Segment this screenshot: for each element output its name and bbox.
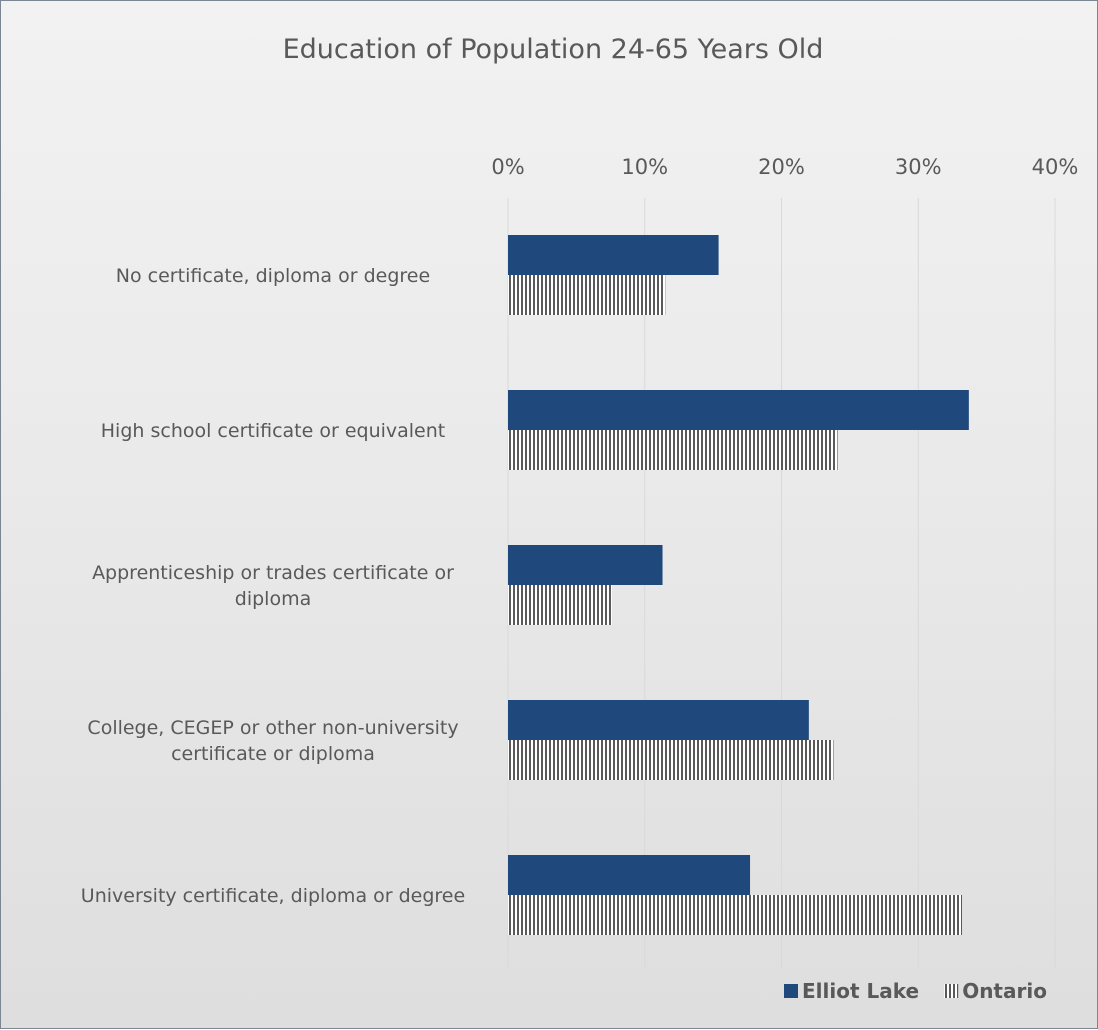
category-label-line: No certificate, diploma or degree xyxy=(116,265,430,287)
category-label-line: College, CEGEP or other non-university xyxy=(87,717,458,739)
category-label: No certificate, diploma or degree xyxy=(116,265,430,287)
category-label-line: Apprenticeship or trades certificate or xyxy=(92,562,454,584)
legend-swatch xyxy=(944,984,959,998)
x-tick-label: 40% xyxy=(1032,155,1079,179)
bar-elliot-lake xyxy=(508,390,969,430)
category-label: High school certificate or equivalent xyxy=(101,420,445,442)
category-label-line: certificate or diploma xyxy=(171,743,375,765)
bar-elliot-lake xyxy=(508,545,663,585)
category-label: University certificate, diploma or degre… xyxy=(81,885,465,907)
bar-elliot-lake xyxy=(508,855,751,895)
bar-ontario xyxy=(508,275,666,315)
x-tick-label: 10% xyxy=(621,155,668,179)
gridlines xyxy=(507,198,1056,969)
category-label: College, CEGEP or other non-university ce… xyxy=(87,717,458,765)
bars xyxy=(508,235,969,935)
category-labels: No certificate, diploma or degree High sc… xyxy=(81,265,465,907)
category-label-line: University certificate, diploma or degre… xyxy=(81,885,465,907)
bar-ontario xyxy=(508,430,838,470)
legend: Elliot Lake Ontario xyxy=(784,979,1047,1003)
bar-ontario xyxy=(508,740,834,780)
legend-swatch xyxy=(784,984,798,998)
x-axis-ticks: 0% 10% 20% 30% 40% xyxy=(491,155,1078,179)
legend-label: Ontario xyxy=(962,979,1047,1003)
bar-elliot-lake xyxy=(508,700,809,740)
x-tick-label: 0% xyxy=(491,155,524,179)
chart-title: Education of Population 24-65 Years Old xyxy=(283,34,824,65)
category-label-line: diploma xyxy=(235,588,311,610)
bar-ontario xyxy=(508,585,612,625)
bar-elliot-lake xyxy=(508,235,719,275)
x-tick-label: 30% xyxy=(895,155,942,179)
category-label-line: High school certificate or equivalent xyxy=(101,420,445,442)
category-label: Apprenticeship or trades certificate or d… xyxy=(92,562,454,610)
x-tick-label: 20% xyxy=(758,155,805,179)
bar-ontario xyxy=(508,895,963,935)
legend-label: Elliot Lake xyxy=(802,979,919,1003)
